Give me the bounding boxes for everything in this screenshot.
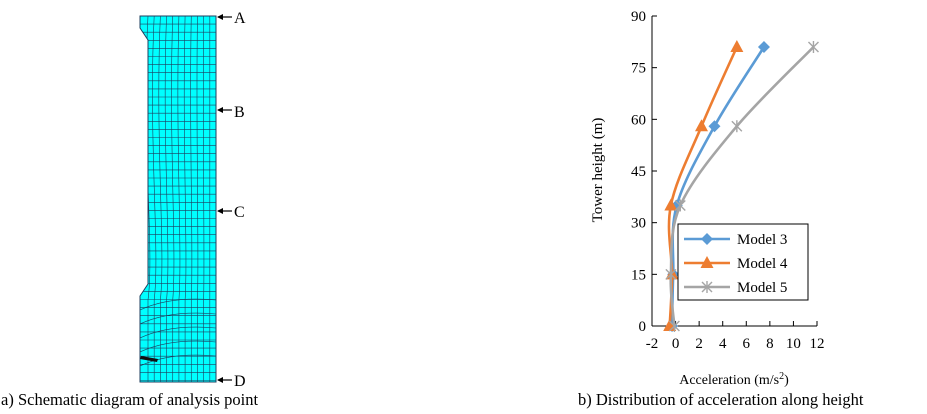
series-line [669,46,815,327]
data-point [730,40,744,52]
x-tick-label: -2 [646,336,659,352]
x-ticks: -2 0 2 4 6 8 10 12 [646,321,825,352]
x-tick-label: 8 [766,336,774,352]
legend-entry: Model 4 [684,256,788,272]
tower-mesh [139,15,217,383]
data-point [665,268,677,281]
y-tick-label: 60 [631,112,646,128]
arrow-point-a [217,14,232,20]
analysis-point-a: A [234,10,246,27]
data-point [731,120,743,133]
legend-label: Model 4 [737,256,788,272]
arrow-point-c [217,208,232,214]
y-tick-label: 30 [631,216,646,232]
y-axis-label: Tower height (m) [590,118,606,223]
analysis-point-markers [217,14,232,383]
x-axis-label: Acceleration (m/s2) [679,371,789,389]
x-tick-label: 4 [719,336,727,352]
legend: Model 3 Model 4 Model 5 [677,223,809,301]
legend-entry: Model 5 [684,280,787,296]
data-point [668,320,680,332]
y-tick-label: 0 [639,319,647,335]
data-point [674,199,686,212]
legend-marker [701,233,713,245]
x-tick-label: 6 [743,336,751,352]
data-point [708,120,721,133]
analysis-point-c: C [234,204,245,221]
arrow-point-b [217,107,232,113]
y-tick-label: 45 [631,164,646,180]
x-tick-label: 12 [810,336,825,352]
analysis-point-b: B [234,104,245,121]
point-label-c: C [234,204,245,221]
legend-marker [701,281,713,293]
y-ticks: 0 15 30 45 60 75 90 [631,9,657,335]
x-tick-label: 0 [672,336,680,352]
caption-schematic: a) Schematic diagram of analysis point [1,390,259,409]
series-group [663,40,819,332]
point-label-b: B [234,104,245,121]
schematic-panel: A B C D [139,10,246,390]
legend-entry: Model 3 [684,232,787,248]
point-label-d: D [234,373,246,390]
x-tick-label: 10 [786,336,801,352]
y-tick-label: 15 [631,267,646,283]
base-anchor-mark [140,356,158,362]
caption-acceleration: b) Distribution of acceleration along he… [578,390,864,409]
y-tick-label: 75 [631,61,646,77]
analysis-point-d: D [234,373,246,390]
legend-label: Model 3 [737,232,787,248]
data-point [695,119,708,132]
data-point [757,41,770,53]
series-model-5 [665,41,819,332]
data-point [664,198,678,211]
legend-marker [700,256,714,268]
x-tick-label: 2 [695,336,703,352]
data-point [807,41,819,53]
point-label-a: A [234,10,246,27]
y-tick-label: 90 [631,9,646,25]
arrow-point-d [217,377,232,383]
legend-label: Model 5 [737,280,787,296]
